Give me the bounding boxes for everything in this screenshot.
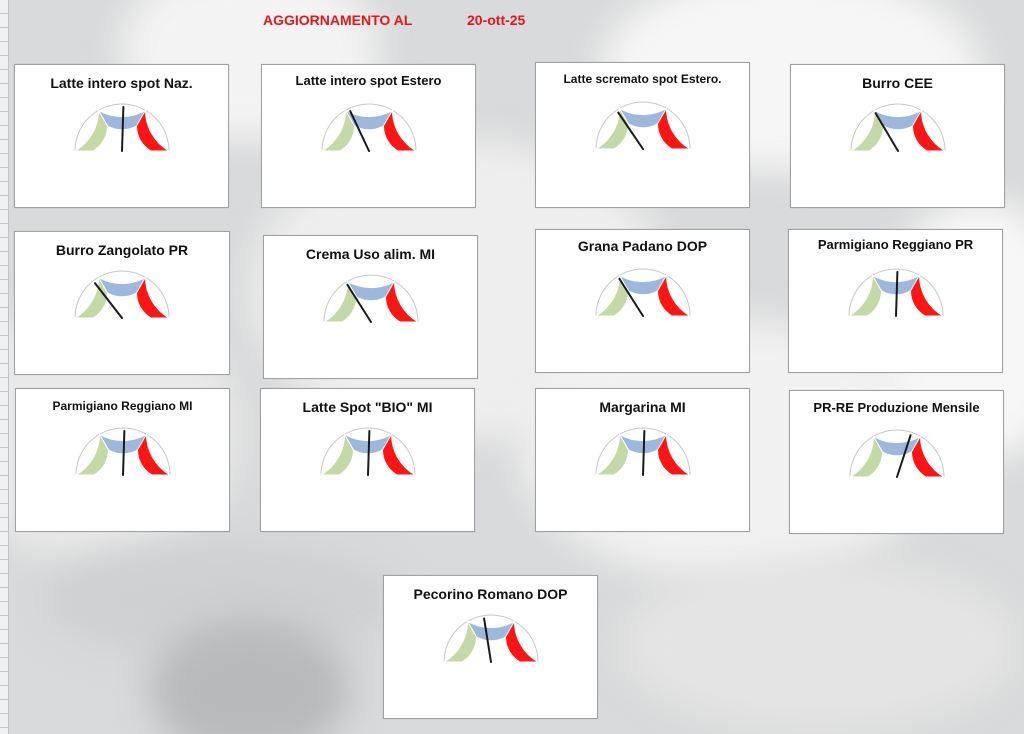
gauge-card: Pecorino Romano DOP	[383, 575, 598, 719]
gauge-needle	[616, 111, 644, 150]
gauge-needle	[874, 112, 899, 152]
gauge-svg	[593, 268, 692, 317]
gauge-band-high	[504, 619, 540, 663]
gauge-band-low	[321, 279, 357, 323]
gauge-band-high	[381, 432, 417, 476]
gauge-card: PR-RE Produzione Mensile	[789, 390, 1004, 534]
gauge-svg	[593, 427, 692, 476]
gauge-band-high	[656, 106, 692, 150]
gauge-svg	[319, 103, 418, 152]
gauge-svg	[847, 429, 946, 478]
gauge-title: Pecorino Romano DOP	[413, 586, 568, 602]
gauge-title: Grana Padano DOP	[577, 238, 708, 254]
gauge-card: Parmigiano Reggiano MI	[15, 388, 230, 532]
gauge-band-mid	[97, 275, 147, 298]
gauge-needle	[617, 277, 644, 317]
gauge-card: Latte Spot "BIO" MI	[260, 388, 475, 532]
gauge-band-low	[72, 108, 108, 152]
gauge-title: Crema Uso alim. MI	[305, 246, 436, 262]
gauge-card: Latte scremato spot Estero.	[535, 62, 750, 208]
gauge-title: Latte intero spot Estero	[295, 73, 442, 88]
gauge-title: Burro CEE	[862, 75, 933, 91]
gauge-needle	[366, 430, 370, 476]
gauge-band-low	[318, 432, 354, 476]
gauge-title: PR-RE Produzione Mensile	[813, 400, 980, 415]
gauge-band-low	[593, 106, 629, 150]
gauge-band-mid	[345, 279, 396, 302]
gauge-title: Latte scremato spot Estero.	[563, 72, 722, 86]
gauge-svg	[318, 427, 417, 476]
gauge-needle	[482, 617, 492, 663]
gauge-needle	[895, 434, 912, 478]
spreadsheet-row-gutter	[0, 0, 9, 734]
gauge-title: Parmigiano Reggiano MI	[52, 399, 193, 413]
gauge-band-low	[441, 619, 477, 663]
gauge-svg	[72, 103, 171, 152]
gauge-band-high	[382, 108, 418, 152]
gauge-band-high	[909, 273, 945, 317]
gauge-band-mid	[617, 273, 668, 296]
gauge-band-low	[846, 273, 882, 317]
gauge-band-low	[848, 108, 884, 152]
gauge-title: Parmigiano Reggiano PR	[817, 237, 974, 252]
gauge-band-mid	[617, 106, 668, 129]
gauge-needle	[894, 271, 898, 317]
gauge-card: Latte intero spot Estero	[261, 64, 476, 208]
gauge-card: Margarina MI	[535, 388, 750, 532]
gauge-band-low	[319, 108, 355, 152]
gauge-svg	[73, 270, 171, 319]
gauge-band-high	[910, 434, 946, 478]
gauge-band-high	[656, 273, 692, 317]
gauge-band-high	[136, 432, 172, 476]
gauge-needle	[94, 282, 123, 319]
gauge-band-high	[135, 275, 171, 319]
gauge-band-low	[847, 434, 883, 478]
gauge-band-high	[911, 108, 947, 152]
gauge-band-low	[73, 432, 109, 476]
gauge-svg	[441, 614, 540, 663]
gauge-needle	[121, 430, 125, 476]
gauge-svg	[848, 103, 947, 152]
gauge-needle	[345, 283, 372, 323]
gauge-card: Burro CEE	[790, 64, 1005, 208]
update-date: 20-ott-25	[467, 12, 526, 28]
gauge-card: Grana Padano DOP	[535, 229, 750, 373]
gauge-svg	[593, 101, 692, 150]
gauge-card: Burro Zangolato PR	[14, 231, 230, 375]
gauge-svg	[321, 274, 420, 323]
gauge-band-high	[656, 432, 692, 476]
gauge-title: Burro Zangolato PR	[55, 242, 189, 258]
gauge-band-mid	[872, 108, 923, 131]
gauge-card: Latte intero spot Naz.	[14, 64, 229, 208]
gauge-needle	[641, 430, 645, 476]
gauge-band-high	[135, 108, 171, 152]
gauge-svg	[73, 427, 172, 476]
gauge-needle	[348, 110, 370, 152]
gauge-card: Parmigiano Reggiano PR	[788, 229, 1003, 373]
gauge-needle	[120, 106, 124, 152]
gauge-svg	[846, 268, 945, 317]
gauge-title: Margarina MI	[599, 399, 686, 415]
gauge-band-low	[593, 273, 629, 317]
update-label: AGGIORNAMENTO AL	[263, 12, 413, 28]
gauge-band-high	[384, 279, 420, 323]
gauge-title: Latte Spot "BIO" MI	[302, 399, 433, 415]
gauge-title: Latte intero spot Naz.	[50, 75, 193, 91]
gauge-band-mid	[465, 619, 516, 642]
gauge-band-low	[593, 432, 629, 476]
gauge-card: Crema Uso alim. MI	[263, 235, 478, 379]
